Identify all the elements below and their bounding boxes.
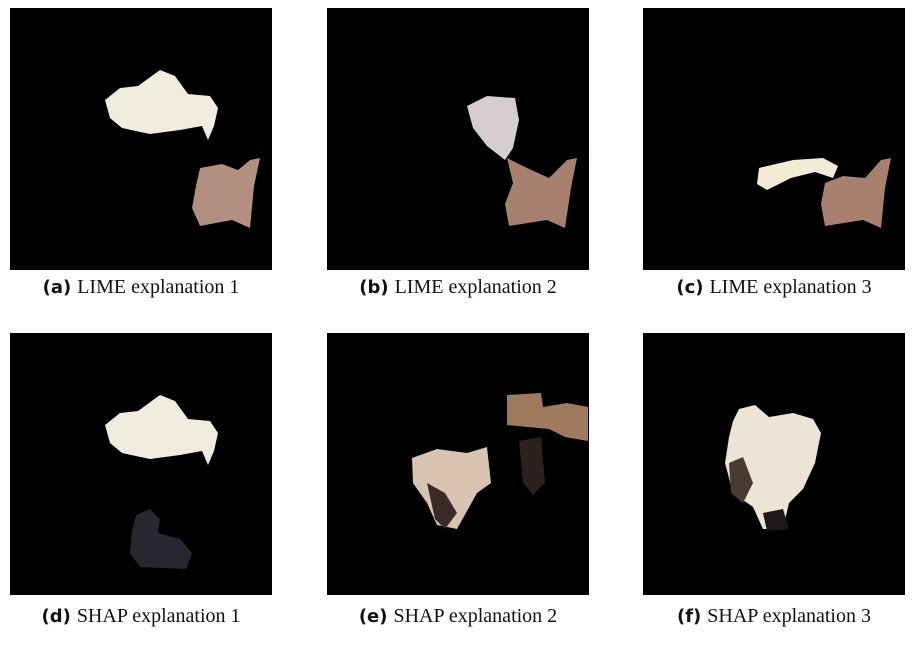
subcaption-text: SHAP explanation 1 [77,605,241,627]
subcaption-label: (f) [677,606,701,627]
subcaption-text: LIME explanation 1 [77,276,239,298]
image-panel [643,8,905,270]
image-panel [643,333,905,595]
image-panel [10,333,272,595]
image-panel [327,8,589,270]
subcaption-label: (c) [676,277,703,298]
image-panel [327,333,589,595]
subcaption: (d) SHAP explanation 1 [0,605,291,628]
subcaption-label: (a) [43,277,72,298]
subcaption: (b) LIME explanation 2 [308,276,608,299]
subcaption: (f) SHAP explanation 3 [624,605,915,628]
subcaption: (e)SHAP explanation 2 [308,605,608,628]
subcaption-text: LIME explanation 2 [395,276,557,298]
image-panel [10,8,272,270]
subcaption: (a)LIME explanation 1 [0,276,291,299]
subcaption-text: SHAP explanation 2 [393,605,557,627]
subcaption-label: (e) [359,606,388,627]
subcaption: (c) LIME explanation 3 [624,276,915,299]
figure: (a)LIME explanation 1 (b) LIME explanatio… [0,0,915,646]
subcaption-label: (d) [41,606,70,627]
subcaption-text: LIME explanation 3 [709,276,871,298]
subcaption-text: SHAP explanation 3 [707,605,871,627]
subcaption-label: (b) [359,277,388,298]
